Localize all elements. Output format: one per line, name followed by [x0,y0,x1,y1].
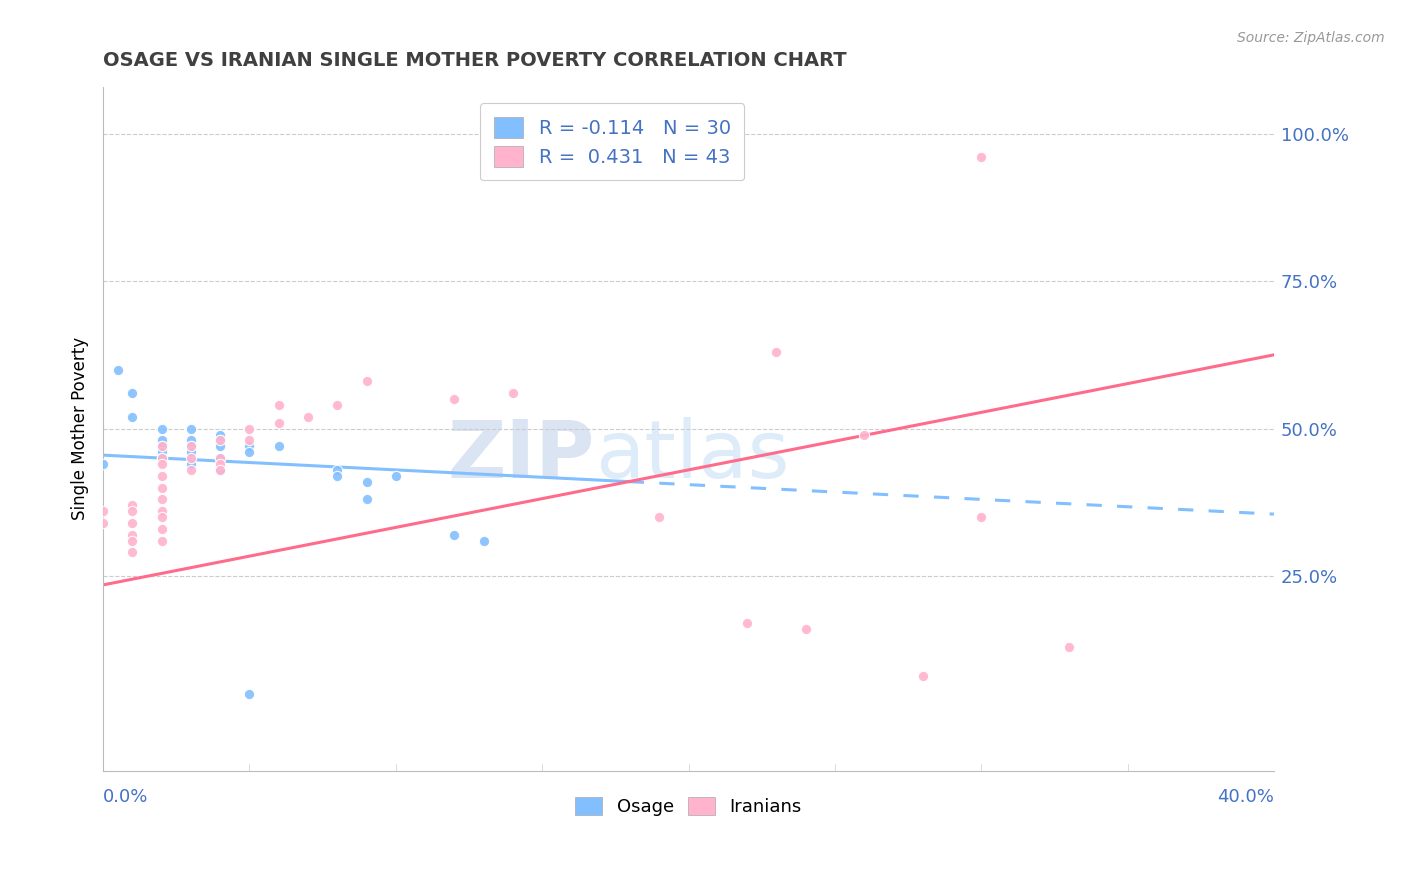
Point [356,375,378,389]
Point [443,528,465,542]
Point [150,451,173,466]
Point [91,504,114,518]
Point [150,434,173,448]
Point [238,434,260,448]
Point [150,421,173,435]
Point [150,504,173,518]
Point [238,439,260,453]
Legend: Osage, Iranians: Osage, Iranians [568,789,810,823]
Point [150,492,173,507]
Point [970,150,993,164]
Y-axis label: Single Mother Poverty: Single Mother Poverty [72,337,89,520]
Point [107,362,129,376]
Point [267,398,290,412]
Point [326,463,349,477]
Point [121,545,143,559]
Point [765,345,787,359]
Point [735,616,758,631]
Point [121,409,143,424]
Point [1057,640,1080,654]
Point [209,451,232,466]
Point [150,457,173,471]
Point [238,687,260,701]
Point [180,463,202,477]
Point [121,498,143,512]
Point [180,434,202,448]
Point [209,439,232,453]
Point [180,451,202,466]
Point [121,516,143,530]
Point [443,392,465,406]
Point [121,386,143,401]
Text: atlas: atlas [595,417,789,495]
Point [209,427,232,442]
Point [150,468,173,483]
Point [180,439,202,453]
Point [180,421,202,435]
Point [150,451,173,466]
Point [150,481,173,495]
Point [121,528,143,542]
Point [91,516,114,530]
Text: ZIP: ZIP [447,417,595,495]
Point [472,533,495,548]
Text: 0.0%: 0.0% [103,789,149,806]
Point [209,463,232,477]
Point [150,533,173,548]
Point [91,457,114,471]
Point [267,439,290,453]
Point [326,398,349,412]
Point [209,457,232,471]
Point [385,468,408,483]
Point [238,421,260,435]
Point [180,439,202,453]
Point [502,386,524,401]
Point [150,510,173,524]
Point [911,669,934,683]
Text: OSAGE VS IRANIAN SINGLE MOTHER POVERTY CORRELATION CHART: OSAGE VS IRANIAN SINGLE MOTHER POVERTY C… [103,51,846,70]
Point [356,475,378,489]
Point [853,427,876,442]
Point [180,445,202,459]
Text: 40.0%: 40.0% [1218,789,1274,806]
Point [150,445,173,459]
Point [267,416,290,430]
Point [209,434,232,448]
Point [150,439,173,453]
Point [209,463,232,477]
Point [970,510,993,524]
Point [326,468,349,483]
Point [356,492,378,507]
Point [209,451,232,466]
Point [180,457,202,471]
Point [297,409,319,424]
Point [121,504,143,518]
Point [150,439,173,453]
Point [648,510,671,524]
Point [121,533,143,548]
Text: Source: ZipAtlas.com: Source: ZipAtlas.com [1237,31,1385,45]
Point [794,622,817,636]
Point [238,445,260,459]
Point [150,522,173,536]
Point [209,434,232,448]
